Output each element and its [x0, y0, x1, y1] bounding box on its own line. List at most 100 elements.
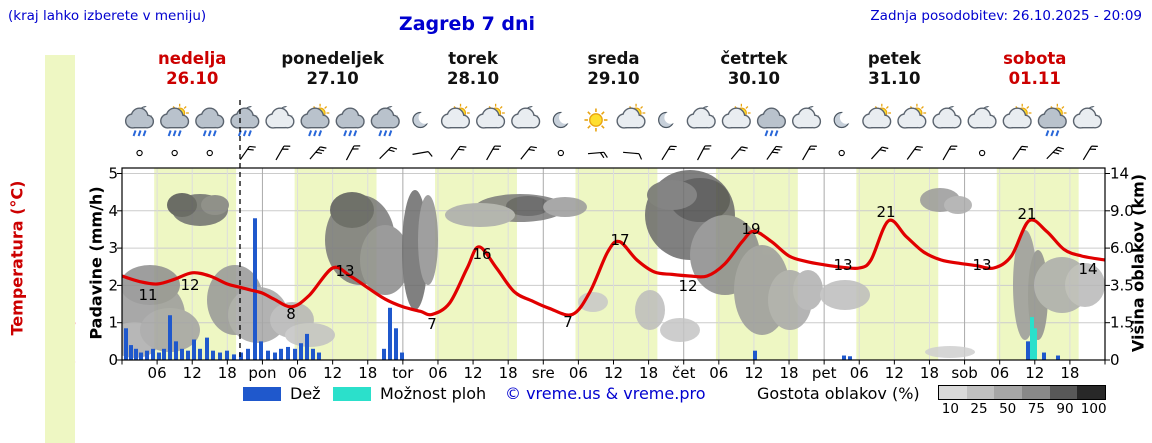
wind-barb-icon: [802, 145, 817, 161]
svg-text:06: 06: [850, 364, 869, 382]
wind-barb-icon: [1046, 146, 1065, 160]
cloud-blob: [330, 192, 374, 228]
shower-bar: [1030, 317, 1034, 360]
rain-bar: [145, 350, 149, 360]
rain-bar: [168, 315, 172, 360]
wind-barb-icon: [1082, 145, 1098, 161]
page-title: Zagreb 7 dni: [398, 13, 536, 35]
rain-bar: [232, 354, 236, 360]
wind-barb-icon: [942, 145, 958, 161]
moon-icon: [833, 111, 853, 129]
wind-barb-icon: [696, 145, 712, 161]
rain-bar: [129, 345, 133, 360]
moon-cloud-icon: [967, 105, 998, 129]
svg-text:6.0: 6.0: [1110, 239, 1134, 257]
svg-text:pet: pet: [812, 364, 837, 382]
wind-barb-icon: [1012, 145, 1028, 160]
rain-bar: [139, 352, 143, 360]
shower-bar: [1033, 328, 1037, 360]
rain-bar: [753, 350, 757, 360]
wind-barb-icon: [520, 146, 537, 160]
shower-swatch: [333, 387, 371, 401]
axis-ticks: [117, 173, 1110, 365]
svg-text:12: 12: [678, 277, 697, 295]
day-name: četrtek: [720, 49, 788, 68]
svg-text:1: 1: [108, 314, 118, 332]
sun-cloud-icon: [616, 103, 646, 129]
sun-cloud-icon: [721, 103, 751, 129]
copyright-link[interactable]: © vreme.us & vreme.pro: [505, 384, 706, 403]
svg-text:0: 0: [108, 351, 118, 369]
cloud-blob: [944, 196, 972, 214]
rain-bar: [266, 350, 270, 360]
svg-text:3.5: 3.5: [1110, 276, 1134, 294]
cloud-blob: [660, 318, 700, 342]
cloud-shading: [122, 170, 1105, 358]
rain-bar: [848, 356, 852, 360]
wind-barb-icon: [623, 151, 643, 160]
density-cell: [939, 386, 967, 399]
rain-bar: [186, 350, 190, 360]
rain-bar: [286, 346, 290, 360]
svg-text:19: 19: [741, 220, 760, 238]
density-tick-label: 90: [1056, 401, 1074, 417]
svg-text:14: 14: [1110, 165, 1129, 183]
svg-text:18: 18: [920, 364, 939, 382]
svg-text:06: 06: [990, 364, 1009, 382]
day-date: 27.10: [307, 69, 359, 88]
cloud-blob: [635, 290, 665, 330]
svg-text:12: 12: [180, 276, 199, 294]
rain-bar: [259, 341, 263, 360]
svg-text:18: 18: [358, 364, 377, 382]
cloud-rain-icon: [195, 107, 225, 137]
cloud-rain-icon: [335, 107, 365, 137]
moon-icon: [412, 111, 432, 129]
density-tick-label: 25: [970, 401, 988, 417]
temperature-curve: [122, 218, 1105, 317]
rain-bar: [162, 348, 166, 360]
moon-icon: [658, 111, 677, 129]
rain-bar: [305, 333, 309, 360]
rain-bar: [388, 307, 392, 360]
svg-text:06: 06: [569, 364, 588, 382]
svg-text:06: 06: [288, 364, 307, 382]
svg-text:18: 18: [779, 364, 798, 382]
density-cell: [994, 386, 1023, 399]
sun-icon: [584, 108, 608, 132]
rain-bar: [311, 348, 315, 360]
weather-icons: [124, 103, 1103, 137]
svg-text:18: 18: [639, 364, 658, 382]
svg-text:16: 16: [472, 245, 491, 263]
svg-text:21: 21: [876, 203, 895, 221]
day-name: sobota: [1003, 49, 1066, 68]
svg-text:5: 5: [108, 165, 118, 183]
day-date: 26.10: [166, 69, 218, 88]
svg-text:0: 0: [1110, 351, 1120, 369]
sun-cloud-icon: [897, 103, 927, 129]
svg-text:3: 3: [108, 239, 118, 257]
day-name: torek: [448, 49, 499, 68]
svg-text:06: 06: [148, 364, 167, 382]
rain-bar: [205, 337, 209, 360]
temperature-axis-label: Temperatura (°C): [7, 180, 27, 336]
day-name: nedelja: [158, 49, 226, 68]
svg-text:12: 12: [1025, 364, 1044, 382]
cloud-blob: [1065, 263, 1105, 307]
density-tick-label: 100: [1080, 401, 1107, 417]
grid: [122, 168, 1105, 360]
rain-bar: [1042, 352, 1046, 360]
svg-text:pon: pon: [248, 364, 276, 382]
location-hint: (kraj lahko izberete v meniju): [8, 8, 207, 24]
calm-icon: [978, 149, 986, 157]
wind-barb-icon: [871, 146, 889, 160]
density-tick-label: 50: [999, 401, 1017, 417]
wind-barb-icon: [309, 146, 327, 160]
rain-bar: [218, 352, 222, 360]
wind-barb-icon: [587, 151, 608, 159]
day-name: sreda: [587, 49, 639, 68]
sun-cloud-rain-icon: [160, 103, 190, 137]
cloud-blob: [793, 270, 823, 310]
cloud-blob: [418, 195, 438, 285]
